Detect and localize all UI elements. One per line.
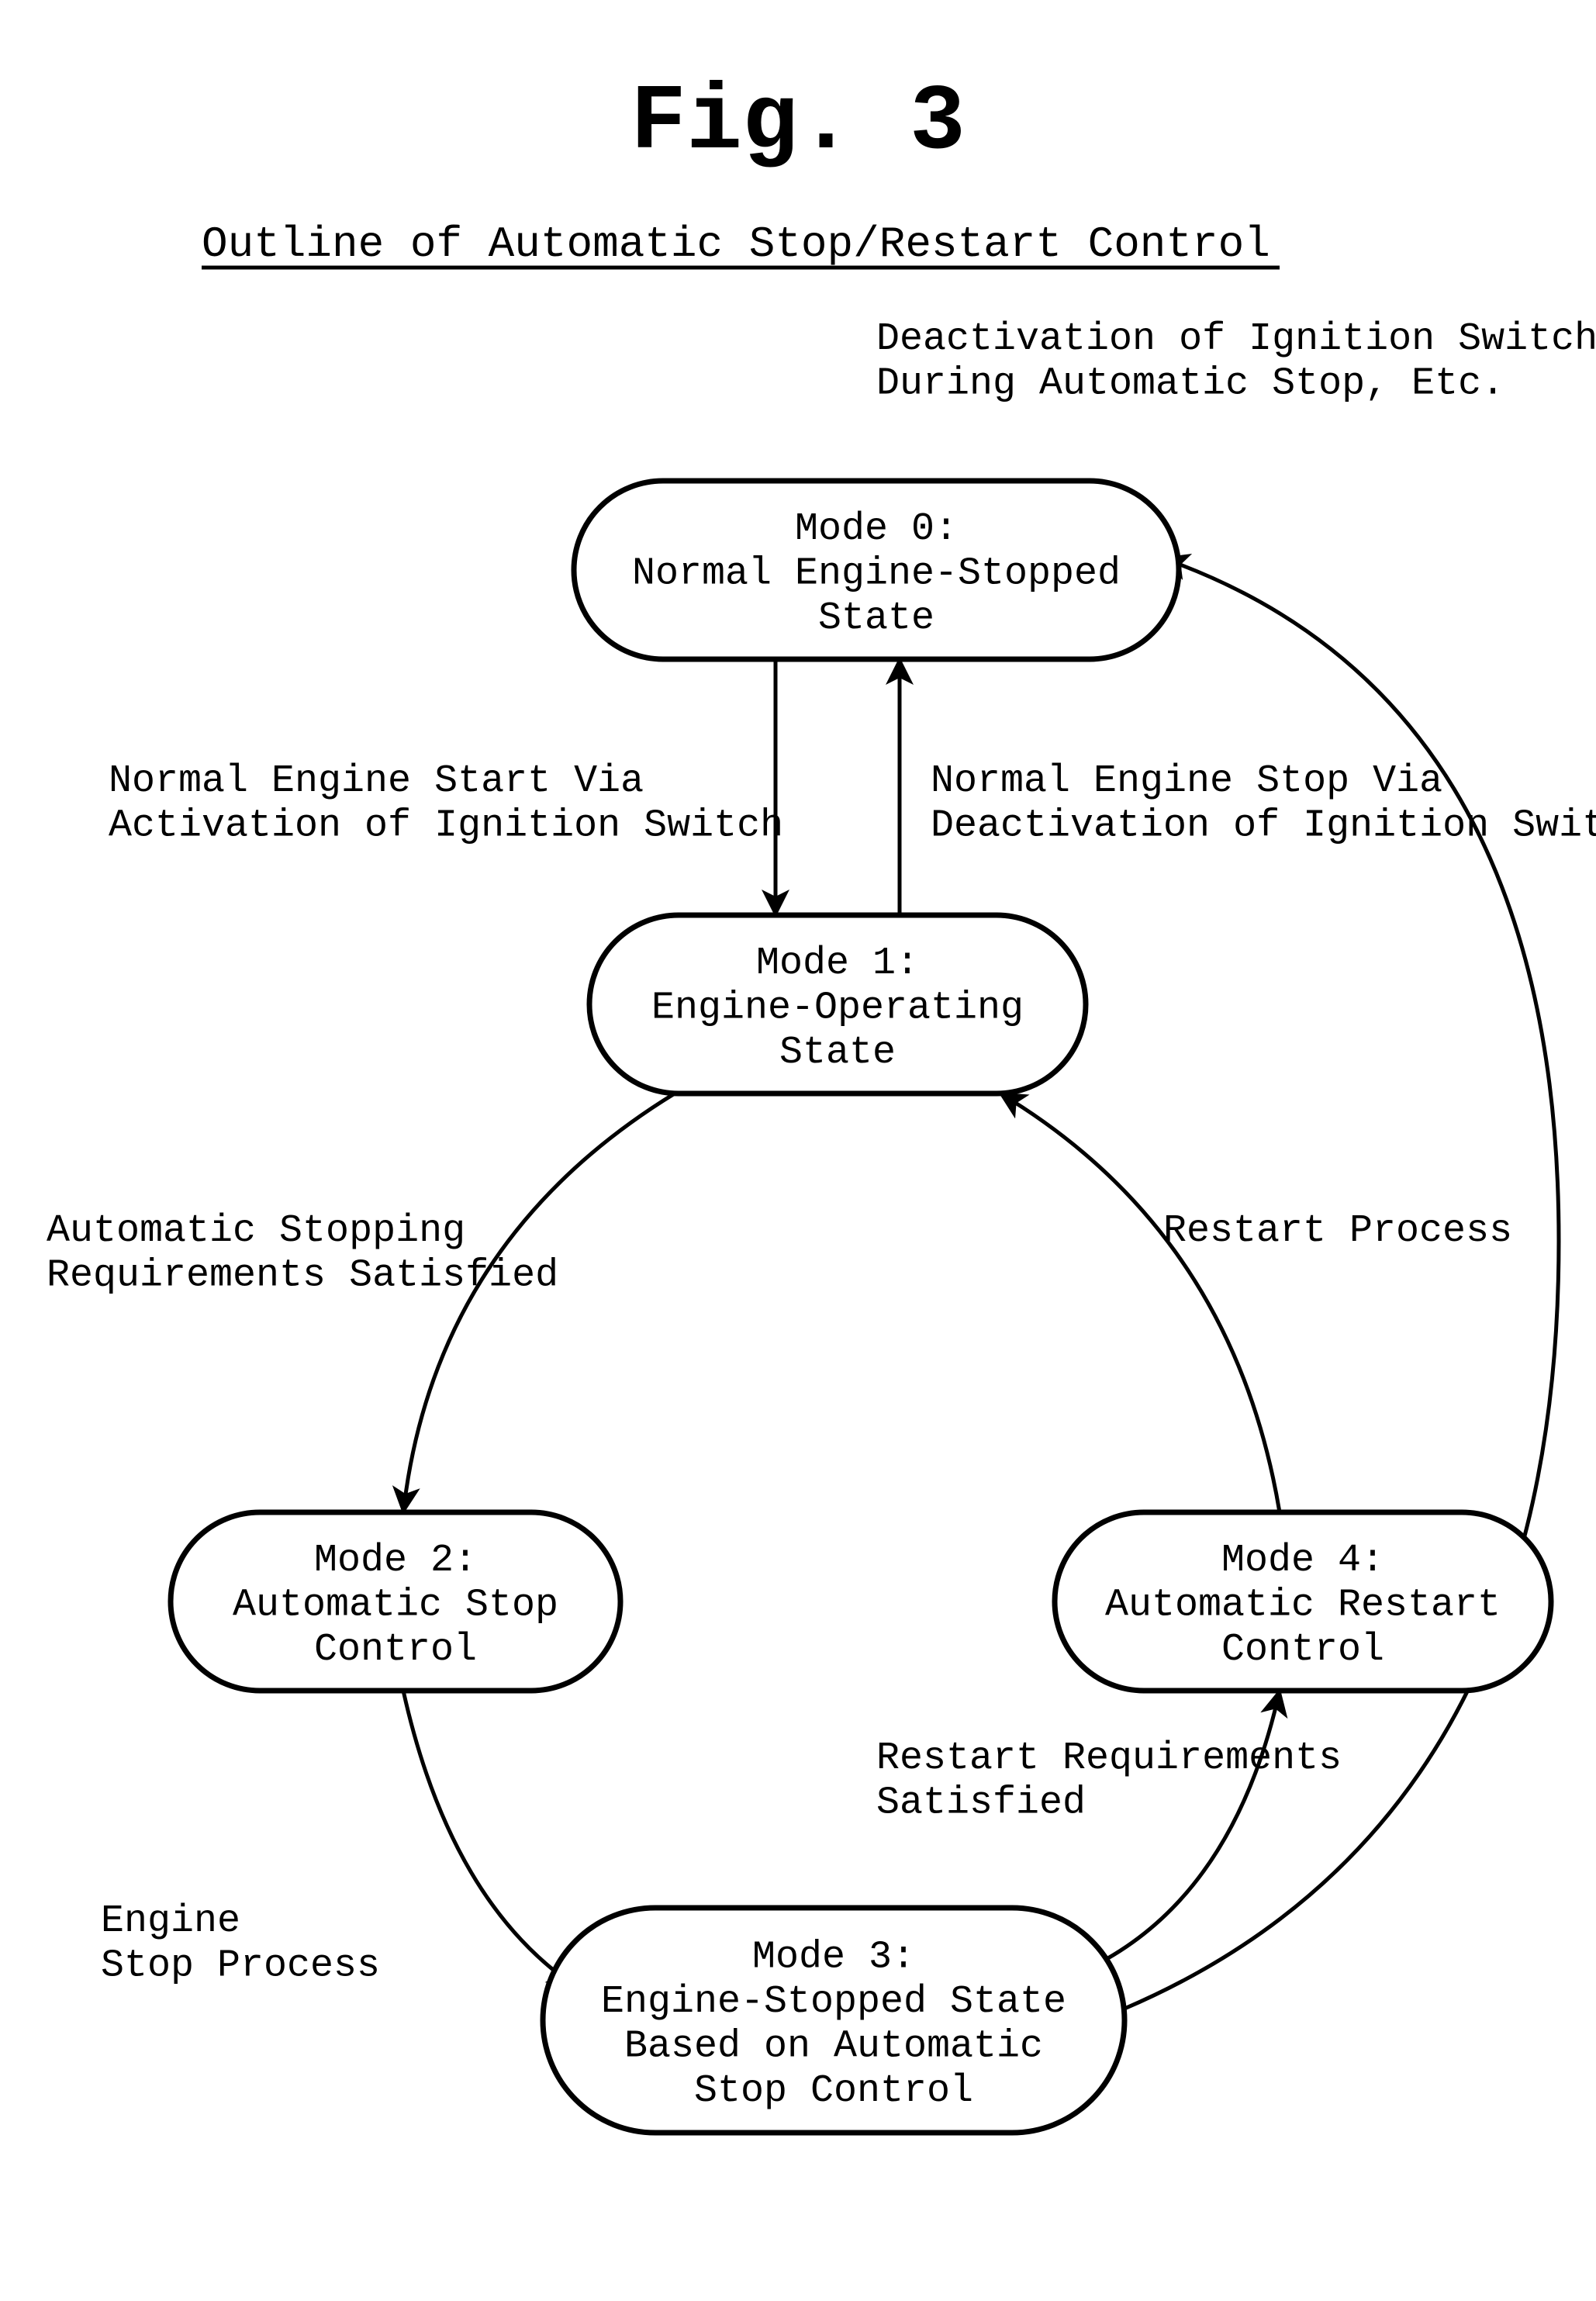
edge-label-e34: Restart RequirementsSatisfied [876, 1736, 1342, 1826]
edge-e12 [403, 1093, 675, 1512]
edge-label-e12: Automatic StoppingRequirements Satisfied [47, 1209, 558, 1298]
edge-e23 [403, 1691, 574, 1985]
edge-label-e01: Normal Engine Start ViaActivation of Ign… [109, 759, 783, 848]
node-mode1: Mode 1:Engine-OperatingState [589, 915, 1086, 1093]
nodes-group: Mode 0:Normal Engine-StoppedState Mode 1:… [171, 481, 1551, 2133]
edge-label-e23: EngineStop Process [101, 1899, 380, 1988]
node-mode0: Mode 0:Normal Engine-StoppedState [574, 481, 1179, 659]
edge-label-e10: Normal Engine Stop ViaDeactivation of Ig… [931, 759, 1596, 848]
edge-label-e30: Deactivation of Ignition SwitchDuring Au… [876, 317, 1596, 406]
node-mode2: Mode 2:Automatic StopControl [171, 1512, 620, 1691]
edge-e41 [1000, 1093, 1280, 1512]
figure-title: Fig. 3 [630, 71, 966, 176]
figure-subtitle: Outline of Automatic Stop/Restart Contro… [202, 219, 1270, 269]
edge-label-e41: Restart Process [1163, 1209, 1512, 1253]
edge-e34 [1086, 1691, 1280, 1970]
node-mode3: Mode 3:Engine-Stopped StateBased on Auto… [543, 1908, 1124, 2133]
node-mode4: Mode 4:Automatic RestartControl [1055, 1512, 1551, 1691]
